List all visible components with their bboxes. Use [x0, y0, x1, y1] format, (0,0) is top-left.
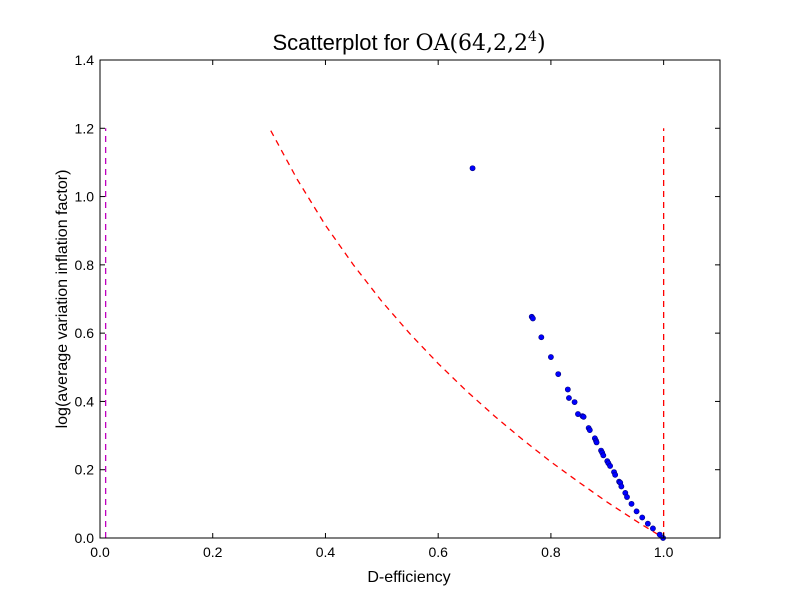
scatter-point	[469, 165, 476, 172]
x-tick-label: 0.2	[203, 544, 223, 560]
scatter-point	[593, 439, 600, 446]
chart-title-prefix: Scatterplot for	[272, 30, 415, 55]
y-tick-label: 1.4	[75, 52, 95, 68]
scatter-point	[618, 483, 625, 490]
y-axis-label: log(average variation inflation factor)	[54, 170, 71, 429]
scatter-point	[612, 471, 619, 478]
chart-title: Scatterplot for OA(64,2,24)	[272, 29, 545, 56]
plot-frame	[99, 59, 721, 539]
chart-title-math-base: OA(64,2,2	[416, 31, 528, 56]
chart-title-math-sup: 4	[528, 29, 537, 45]
scatter-point	[650, 525, 656, 532]
scatter-point	[580, 413, 587, 420]
y-tick-label: 1.0	[75, 189, 95, 205]
scatter-point	[571, 399, 578, 406]
scatter-point	[564, 386, 571, 393]
scatter-point	[607, 463, 613, 469]
x-tick-label: 1.0	[654, 544, 674, 560]
scatter-point	[548, 354, 554, 360]
scatter-point	[644, 520, 651, 527]
plot-area: 0.0 0.2 0.4 0.6 0.8 1.0 0.0 0.2 0.4 0.6 0.8 1.0 1.2 1…	[75, 52, 721, 560]
x-tick-label: 0.6	[428, 544, 448, 560]
x-tick-label: 0.0	[90, 544, 110, 560]
scatter-point	[538, 334, 545, 341]
chart-title-math-close: )	[537, 31, 546, 56]
y-tick-label: 0.2	[75, 462, 95, 478]
y-tick-label: 0.6	[75, 325, 95, 341]
scatter-point	[624, 494, 630, 500]
scatter-point	[529, 315, 536, 322]
scatter-point	[566, 395, 572, 401]
y-tick-label: 0.0	[75, 530, 95, 546]
scatter-point	[555, 371, 562, 378]
x-tick-label: 0.4	[316, 544, 336, 560]
scatter-point	[656, 531, 663, 538]
y-tick-label: 1.2	[75, 120, 95, 136]
y-tick-label: 0.8	[75, 257, 95, 273]
scatter-point	[586, 427, 593, 434]
reference-curve	[270, 130, 664, 539]
y-tick-label: 0.4	[75, 393, 95, 409]
scatter-point	[639, 514, 646, 521]
x-axis-label: D-efficiency	[367, 569, 450, 586]
scatter-point	[628, 500, 635, 507]
x-tick-label: 0.8	[541, 544, 561, 560]
scatter-point	[633, 508, 640, 515]
scatter-point	[600, 452, 607, 459]
